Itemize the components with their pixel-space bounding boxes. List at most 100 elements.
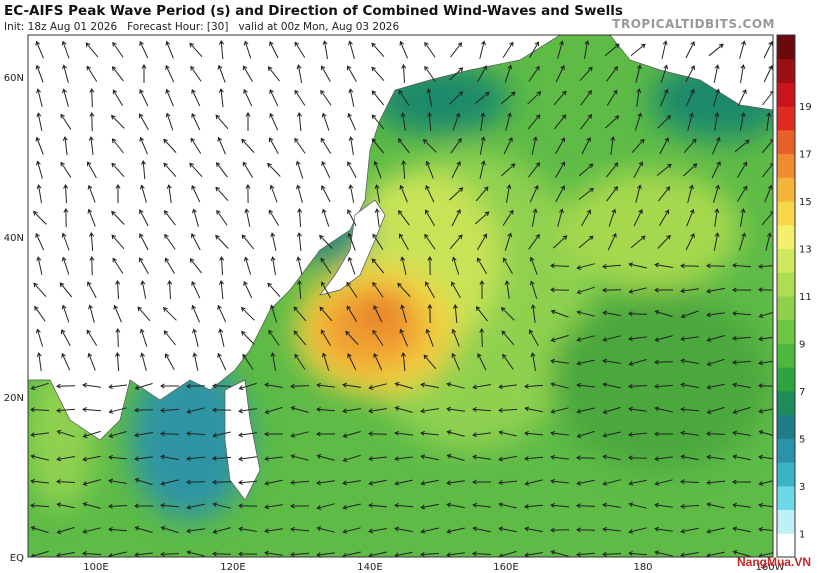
direction-arrow xyxy=(63,184,69,204)
direction-arrow xyxy=(552,235,568,249)
direction-arrow xyxy=(35,40,44,59)
direction-arrow xyxy=(212,431,231,438)
direction-arrow xyxy=(712,88,721,107)
direction-arrow xyxy=(628,262,647,269)
direction-arrow xyxy=(238,479,258,485)
colorbar-swatch xyxy=(777,106,795,131)
direction-arrow xyxy=(766,112,772,131)
direction-arrow xyxy=(62,136,68,155)
direction-arrow xyxy=(87,352,96,371)
direction-arrow xyxy=(576,455,596,461)
direction-arrow xyxy=(110,114,125,129)
direction-arrow xyxy=(427,304,433,324)
direction-arrow xyxy=(732,430,751,436)
direction-arrow xyxy=(602,502,621,508)
direction-arrow xyxy=(134,456,153,462)
direction-arrow xyxy=(602,431,621,438)
direction-arrow xyxy=(758,383,773,389)
direction-arrow xyxy=(498,430,517,437)
direction-arrow xyxy=(347,65,357,83)
direction-arrow xyxy=(656,163,672,176)
direction-arrow xyxy=(498,455,517,462)
direction-arrow xyxy=(654,550,673,557)
direction-arrow xyxy=(316,526,335,533)
colorbar-swatch xyxy=(777,177,795,202)
direction-arrow xyxy=(576,286,595,295)
direction-arrow xyxy=(401,64,407,84)
direction-arrow xyxy=(36,352,42,371)
direction-arrow xyxy=(397,282,411,297)
direction-arrow xyxy=(530,304,536,323)
direction-arrow xyxy=(500,163,516,177)
direction-arrow xyxy=(108,407,127,414)
direction-arrow xyxy=(215,114,229,130)
direction-arrow xyxy=(316,552,335,557)
direction-arrow xyxy=(550,407,569,414)
direction-arrow xyxy=(320,329,332,347)
direction-arrow xyxy=(758,408,773,414)
direction-arrow xyxy=(372,281,384,298)
direction-arrow xyxy=(35,328,44,347)
direction-arrow xyxy=(498,384,517,390)
direction-arrow xyxy=(550,454,569,460)
direction-arrow xyxy=(371,258,385,274)
direction-arrow xyxy=(139,209,149,227)
direction-arrow xyxy=(112,41,124,58)
direction-arrow xyxy=(165,64,175,83)
direction-arrow xyxy=(602,406,621,415)
direction-arrow xyxy=(425,281,435,299)
direction-arrow xyxy=(420,503,439,510)
colorbar-swatch xyxy=(777,485,795,511)
direction-arrow xyxy=(111,234,125,250)
direction-arrow xyxy=(685,41,695,59)
direction-arrow xyxy=(86,65,98,82)
direction-arrow xyxy=(472,454,491,460)
colorbar-label: 13 xyxy=(799,245,812,256)
direction-arrow xyxy=(191,113,201,131)
direction-arrow xyxy=(60,161,72,178)
direction-arrow xyxy=(758,552,773,557)
direction-arrow xyxy=(397,138,410,154)
direction-arrow xyxy=(602,310,621,317)
direction-arrow xyxy=(218,88,224,107)
direction-arrow xyxy=(708,43,724,57)
direction-arrow xyxy=(141,64,147,83)
direction-arrow xyxy=(528,65,540,82)
direction-arrow xyxy=(316,431,335,437)
direction-arrow xyxy=(550,382,569,389)
direction-arrow xyxy=(451,328,460,347)
direction-arrow xyxy=(87,161,97,179)
direction-arrow xyxy=(687,184,694,203)
direction-arrow xyxy=(557,40,564,59)
direction-arrow xyxy=(108,384,127,390)
direction-arrow xyxy=(420,527,439,534)
direction-arrow xyxy=(35,232,45,251)
axis-labels: 60N 40N 20N EQ 100E 120E 140E 160E 180 160W xyxy=(4,73,785,573)
direction-arrow xyxy=(394,456,413,462)
direction-arrow xyxy=(400,112,406,131)
direction-arrow xyxy=(160,431,180,437)
colorbar-label: 3 xyxy=(799,482,805,493)
direction-arrow xyxy=(529,184,539,203)
direction-arrow xyxy=(714,112,720,131)
direction-arrow xyxy=(706,312,725,318)
direction-arrow xyxy=(269,112,279,131)
direction-arrow xyxy=(608,208,617,227)
direction-arrow xyxy=(165,88,174,107)
direction-arrow xyxy=(732,550,751,557)
direction-arrow xyxy=(368,503,388,509)
direction-arrow xyxy=(30,432,49,438)
direction-arrow xyxy=(636,88,642,107)
direction-arrow xyxy=(504,280,510,299)
direction-arrow xyxy=(576,430,595,439)
direction-arrow xyxy=(631,138,645,154)
direction-arrow xyxy=(602,287,622,293)
direction-arrow xyxy=(706,406,725,415)
direction-arrow xyxy=(243,256,252,275)
direction-arrow xyxy=(477,233,487,251)
direction-arrow xyxy=(371,66,385,82)
direction-arrow xyxy=(134,525,153,533)
direction-arrow xyxy=(654,456,673,462)
direction-arrow xyxy=(633,161,643,179)
direction-arrow xyxy=(36,88,43,107)
